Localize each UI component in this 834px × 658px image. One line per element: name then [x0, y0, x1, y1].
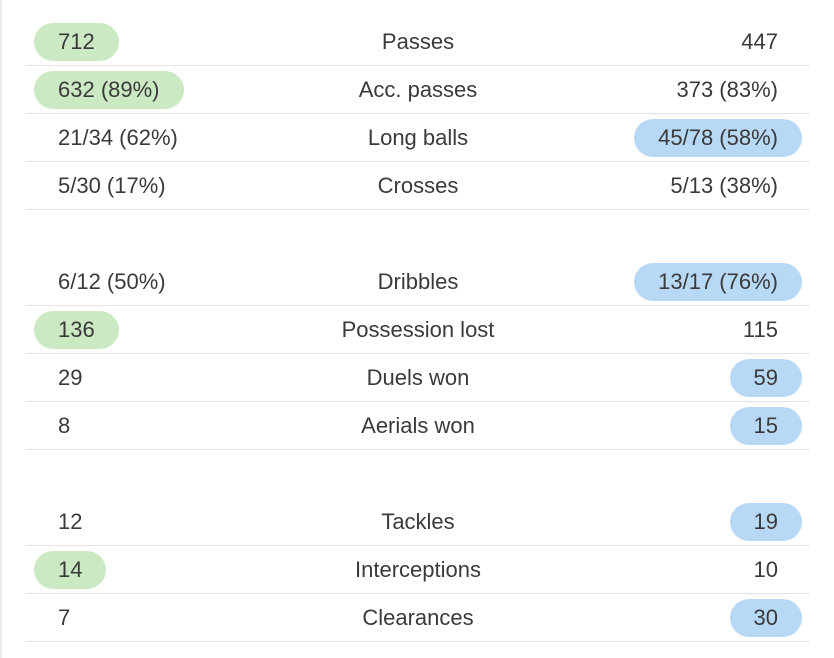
stat-row-possession-lost: 136 Possession lost 115 [26, 306, 810, 354]
defending-stats-group: 12 Tackles 19 14 Interceptions 10 7 Clea… [26, 498, 810, 642]
stat-label: Tackles [381, 509, 455, 534]
stat-label: Passes [381, 29, 455, 54]
attacking-duels-stats-group: 6/12 (50%) Dribbles 13/17 (76%) 136 Poss… [26, 258, 810, 450]
away-value: 5/13 (38%) [670, 173, 778, 198]
home-value: 136 [34, 311, 119, 349]
away-value: 30 [729, 599, 802, 637]
stat-row-duels-won: 29 Duels won 59 [26, 354, 810, 402]
away-value: 15 [729, 407, 802, 445]
away-value: 59 [729, 359, 802, 397]
stat-row-crosses: 5/30 (17%) Crosses 5/13 (38%) [26, 162, 810, 210]
home-value: 14 [34, 551, 107, 589]
stat-label: Duels won [366, 365, 470, 390]
left-border [0, 0, 2, 658]
stat-row-clearances: 7 Clearances 30 [26, 594, 810, 642]
away-value: 13/17 (76%) [634, 263, 802, 301]
away-value: 19 [729, 503, 802, 541]
away-value: 373 (83%) [676, 77, 778, 102]
home-value: 8 [58, 413, 71, 438]
away-value: 447 [741, 29, 778, 54]
stat-label: Possession lost [341, 317, 495, 342]
stat-row-aerials-won: 8 Aerials won 15 [26, 402, 810, 450]
away-value: 10 [753, 557, 778, 582]
stat-label: Interceptions [355, 557, 481, 582]
home-value: 12 [58, 509, 83, 534]
stat-label: Clearances [362, 605, 474, 630]
stat-row-interceptions: 14 Interceptions 10 [26, 546, 810, 594]
passing-stats-group: 712 Passes 447 632 (89%) Acc. passes 373… [26, 18, 810, 210]
home-value: 7 [58, 605, 71, 630]
home-value: 21/34 (62%) [58, 125, 178, 150]
stat-row-acc-passes: 632 (89%) Acc. passes 373 (83%) [26, 66, 810, 114]
stat-label: Aerials won [361, 413, 475, 438]
home-value: 6/12 (50%) [58, 269, 166, 294]
away-value: 115 [742, 317, 778, 342]
home-value: 5/30 (17%) [58, 173, 166, 198]
home-value: 632 (89%) [34, 71, 184, 109]
home-value: 29 [58, 365, 83, 390]
home-value: 712 [34, 23, 119, 61]
stat-row-dribbles: 6/12 (50%) Dribbles 13/17 (76%) [26, 258, 810, 306]
stat-row-passes: 712 Passes 447 [26, 18, 810, 66]
stat-row-long-balls: 21/34 (62%) Long balls 45/78 (58%) [26, 114, 810, 162]
away-value: 45/78 (58%) [634, 119, 802, 157]
stat-row-tackles: 12 Tackles 19 [26, 498, 810, 546]
